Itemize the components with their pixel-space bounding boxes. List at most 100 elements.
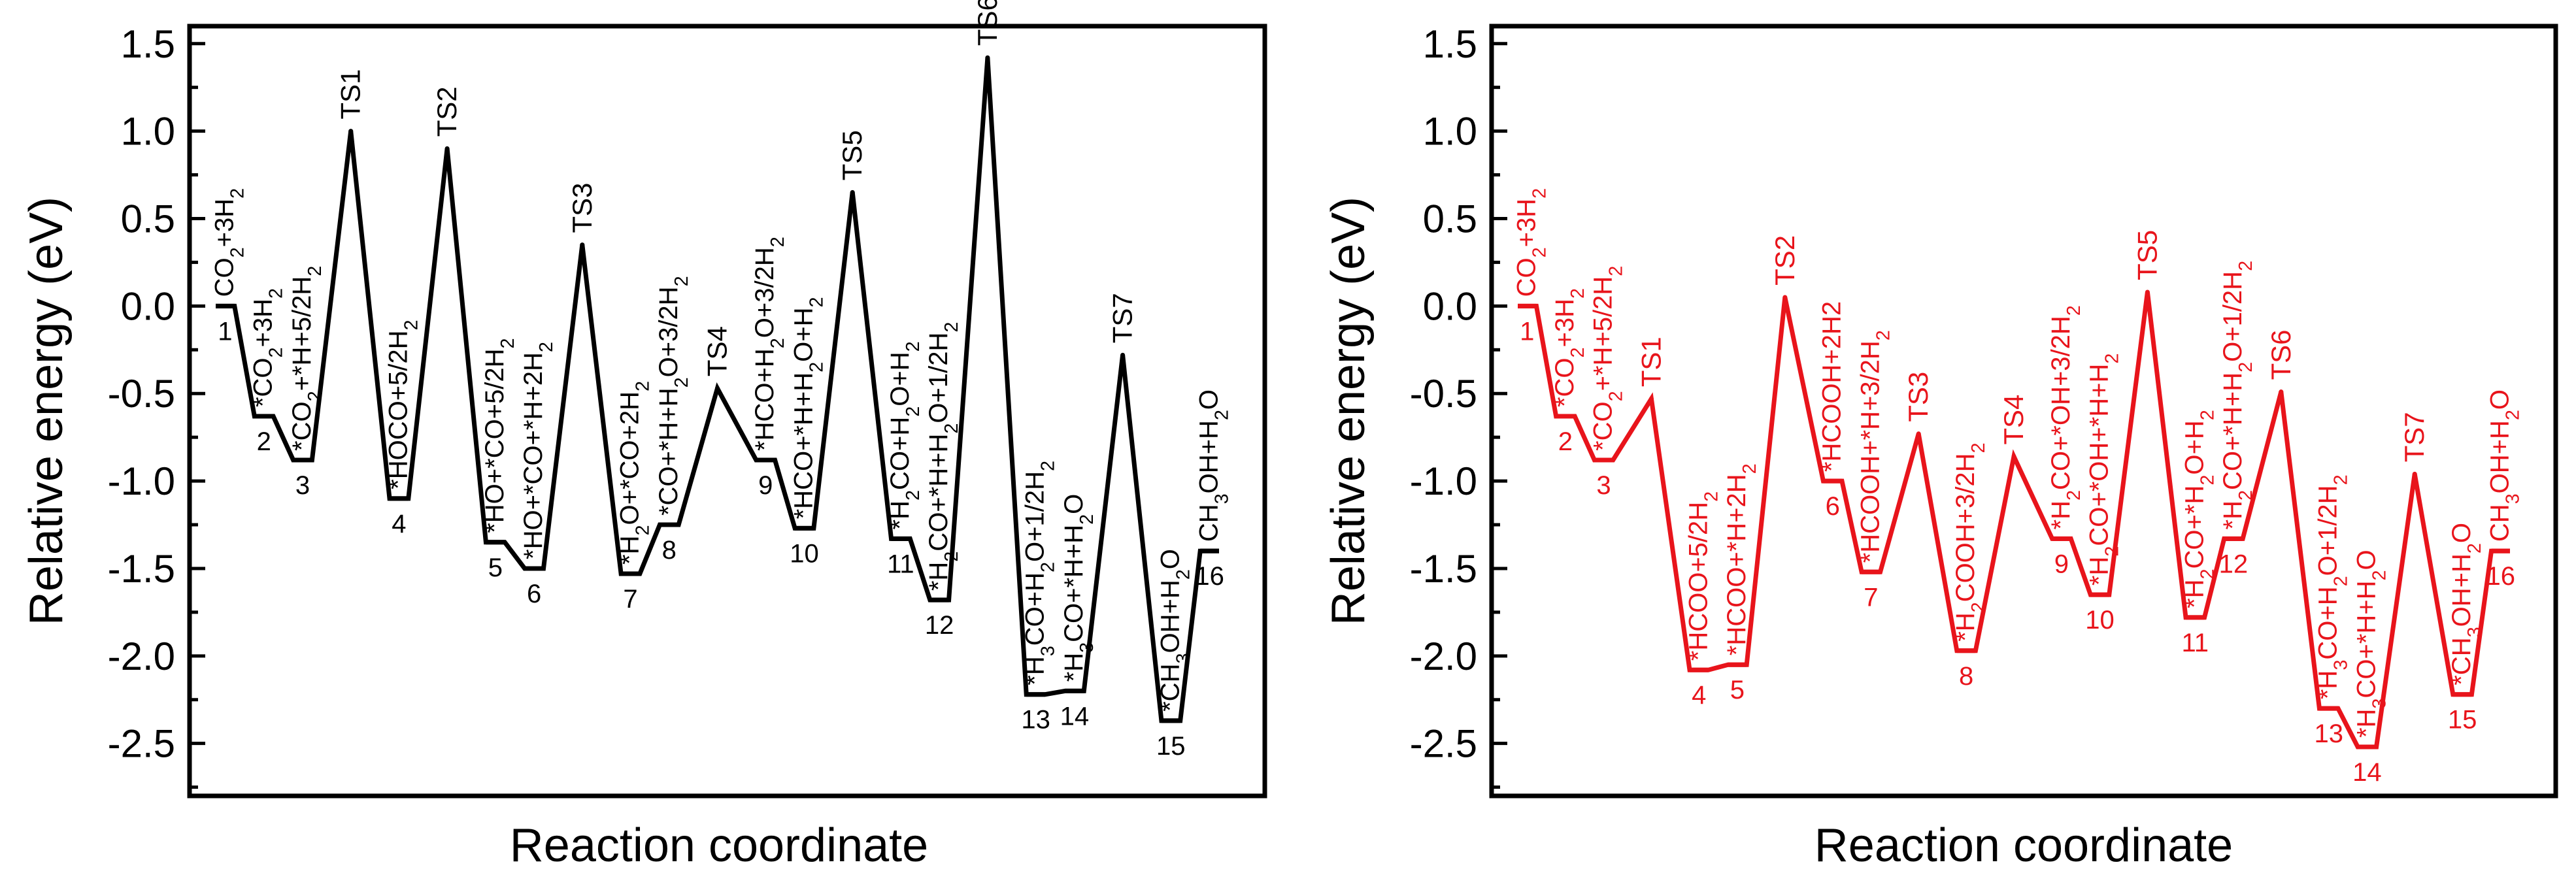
transition-state-peak — [1916, 431, 1921, 437]
state-number: 13 — [2314, 719, 2343, 748]
state-number: 14 — [2352, 758, 2382, 787]
transition-state-label: TS4 — [1998, 395, 2029, 445]
plot-frame — [187, 24, 1267, 799]
state-number: 5 — [488, 553, 503, 582]
y-tick-label: -1.0 — [108, 459, 175, 503]
y-tick-label: 0.0 — [1423, 284, 1477, 328]
transition-state-label: TS5 — [837, 130, 867, 180]
transition-state-peak — [2279, 389, 2284, 395]
transition-state-peak — [850, 190, 855, 195]
transition-state-label: TS7 — [2399, 412, 2430, 462]
state-number: 4 — [392, 510, 406, 538]
state-species-label: *CO2+3H2 — [249, 288, 287, 407]
state-number: 3 — [295, 471, 310, 500]
y-tick-label: -1.0 — [1410, 459, 1477, 503]
state-number: 2 — [257, 427, 271, 456]
state-species-label: CO2+3H2 — [1512, 188, 1550, 297]
state-species-label: *CO+*H+H2O+3/2H2 — [654, 276, 692, 516]
state-species-label: *HCOOH+*H+3/2H2 — [1856, 330, 1894, 563]
state-species-label: *CH3OH+H2O — [2447, 523, 2485, 685]
y-tick-label: -2.0 — [1410, 635, 1477, 678]
state-species-label: *HCO+H2O+3/2H2 — [750, 237, 788, 451]
state-species-label: *HOCO+5/2H2 — [384, 320, 422, 489]
state-number: 11 — [887, 550, 914, 578]
state-number: 15 — [1156, 732, 1186, 761]
plot-frame — [1489, 24, 2558, 799]
transition-state-peak — [1782, 295, 1788, 300]
transition-state-peak — [2145, 289, 2150, 295]
transition-state-label: TS2 — [431, 86, 462, 137]
transition-state-peak — [348, 129, 354, 134]
y-tick-label: 1.5 — [121, 22, 175, 66]
transition-state-label: TS3 — [567, 183, 597, 233]
state-number: 7 — [623, 585, 637, 614]
state-species-label: *H2CO+*OH+3/2H2 — [2047, 305, 2084, 529]
transition-state-label: TS3 — [1903, 372, 1933, 422]
state-species-label: *CO2+*H+5/2H2 — [288, 266, 326, 451]
transition-state-peak — [2412, 471, 2417, 476]
state-species-label: *CH3OH+H2O — [1156, 549, 1194, 712]
state-number: 1 — [1520, 317, 1534, 346]
state-species-label: *H2O+*CO+2H2 — [616, 381, 654, 565]
state-number: 15 — [2448, 706, 2477, 734]
state-species-label: *H2CO+*OH+*H+H2 — [2085, 354, 2123, 585]
state-number: 12 — [925, 611, 954, 640]
state-number: 7 — [1864, 583, 1878, 612]
y-tick-label: 1.0 — [121, 110, 175, 154]
state-number: 5 — [1730, 676, 1745, 704]
state-species-label: CH3OH+H2O — [1195, 389, 1233, 542]
y-tick-label: 0.5 — [1423, 197, 1477, 241]
transition-state-label: TS1 — [1635, 337, 1666, 387]
state-number: 4 — [1692, 681, 1706, 710]
y-tick-label: 0.0 — [121, 284, 175, 328]
transition-state-label: TS4 — [702, 326, 733, 376]
transition-state-peak — [985, 55, 990, 60]
state-number: 3 — [1596, 471, 1611, 500]
state-species-label: CH3OH+H2O — [2486, 389, 2524, 542]
y-tick-label: 1.5 — [1423, 22, 1477, 66]
state-species-label: *HCOO+*H+2H2 — [1722, 463, 1760, 655]
state-number: 10 — [2085, 606, 2115, 635]
x-axis-title: Reaction coordinate — [510, 819, 928, 872]
right-panel: 1.5 1.0 0.5 0.0 -0.5 -1.0 -1.5 -2.0 -2.5 Reaction… — [1322, 22, 2558, 872]
transition-state-peak — [444, 146, 450, 151]
state-number: 8 — [1959, 662, 1973, 691]
transition-state-label: TS6 — [2266, 330, 2296, 380]
state-species-label: *H2CO+*H+H2O+1/2H2 — [2218, 261, 2256, 530]
state-species-label: *HCO+*H+H2O+H2 — [789, 297, 827, 519]
state-species-label: *CO2+*H+5/2H2 — [1589, 266, 1627, 451]
x-axis-title: Reaction coordinate — [1815, 819, 2233, 872]
transition-state-label: TS2 — [1769, 235, 1800, 286]
state-number: 14 — [1060, 702, 1090, 731]
transition-state-label: TS7 — [1107, 293, 1138, 343]
state-species-label: *H3CO+H2O+1/2H2 — [2314, 474, 2352, 699]
state-species-label: *CO2+3H2 — [1550, 288, 1588, 407]
state-number: 10 — [790, 539, 819, 568]
y-axis-title: Relative energy (eV) — [1322, 197, 1375, 625]
state-species-label: *HCOO+5/2H2 — [1684, 491, 1722, 661]
transition-state-peak — [715, 386, 720, 391]
state-number: 1 — [218, 317, 232, 346]
transition-state-peak — [1648, 396, 1654, 401]
state-number: 6 — [527, 580, 541, 608]
state-number: 16 — [2486, 562, 2515, 591]
transition-state-label: TS6 — [972, 0, 1003, 46]
transition-state-label: TS1 — [335, 69, 366, 120]
state-species-label: *H2CO+H2O+H2 — [886, 341, 924, 529]
state-species-label: *H3CO+*H+H2O — [2352, 550, 2390, 738]
transition-state-label: TS5 — [2132, 230, 2162, 280]
state-number: 9 — [758, 471, 773, 500]
y-tick-label: -1.5 — [1410, 547, 1477, 591]
state-number: 2 — [1558, 427, 1573, 456]
state-number: 9 — [2054, 550, 2069, 578]
y-tick-label: 0.5 — [121, 197, 175, 241]
y-axis-title: Relative energy (eV) — [20, 197, 73, 625]
state-species-label: *H2CO+*H2O+H2 — [2180, 410, 2218, 608]
state-species-label: *HO+*CO+*H+2H2 — [519, 342, 557, 559]
state-species-label: *H2COOH+3/2H2 — [1951, 442, 1989, 641]
y-tick-label: -0.5 — [108, 372, 175, 416]
state-number: 8 — [662, 536, 677, 565]
state-number: 11 — [2182, 629, 2209, 657]
state-number: 12 — [2219, 550, 2249, 578]
